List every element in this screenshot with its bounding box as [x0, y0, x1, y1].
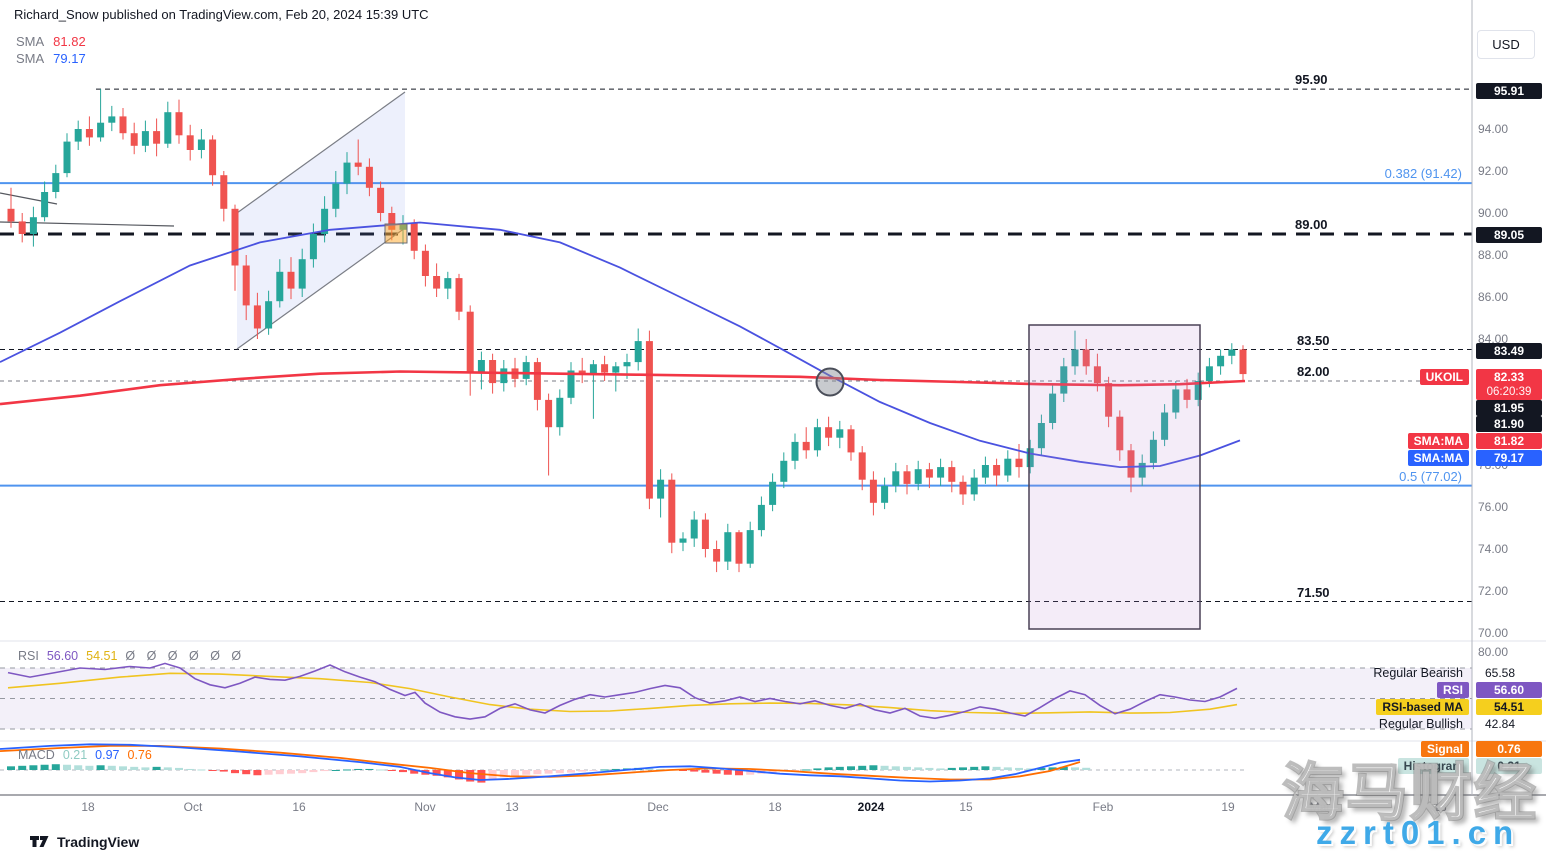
x-axis-label: Mar	[1309, 800, 1331, 814]
axis-badge-value: 0.76	[1476, 741, 1542, 757]
ma-cross-circle-marker	[815, 367, 845, 397]
level-label: 82.00	[1297, 364, 1330, 379]
sma-slow-label: SMA	[16, 51, 45, 66]
highlight-boxes	[384, 223, 1201, 630]
price-tick-label: 74.00	[1478, 542, 1509, 556]
watermark-url-text: zzrt01.cn	[1316, 814, 1521, 851]
purple-range-box	[1028, 324, 1201, 630]
price-tick-label: 84.00	[1478, 332, 1509, 346]
axis-row-label: Regular Bullish	[1378, 717, 1463, 731]
level-label: 71.50	[1297, 584, 1330, 600]
currency-button[interactable]: USD	[1477, 30, 1535, 59]
sma-slow-value: 79.17	[53, 51, 86, 66]
rsi-legend-value: 56.60	[46, 649, 79, 663]
level-label: 95.90	[1295, 72, 1328, 88]
sma-fast-value: 81.82	[53, 34, 86, 49]
rsi-ma-legend-value: 54.51	[86, 649, 118, 663]
macd-indicator-legend[interactable]: MACD 0.21 0.97 0.76	[18, 748, 152, 762]
x-axis-label: 18	[1433, 800, 1447, 814]
macd-panel	[0, 743, 1245, 783]
axis-badge-value: 81.82	[1476, 433, 1542, 449]
rsi-legend-label: RSI	[18, 649, 39, 663]
macd-signal-value: 0.76	[127, 748, 152, 762]
axis-badge-value: 83.49	[1476, 343, 1542, 359]
axis-row-label: Histogram	[1397, 758, 1469, 774]
price-tick-label: 70.00	[1478, 626, 1509, 640]
orange-consolidation-box	[384, 223, 408, 244]
axis-badge-value: 54.51	[1476, 699, 1542, 715]
x-axis-label: 16	[292, 800, 306, 814]
price-level-lines	[0, 88, 1472, 602]
x-axis-label: Feb	[1092, 800, 1114, 814]
price-tick-label: 86.00	[1478, 290, 1509, 304]
price-tick-label: 88.00	[1478, 248, 1509, 262]
rsi-indicator-legend[interactable]: RSI 56.60 54.51 Ø Ø Ø Ø Ø Ø	[18, 649, 245, 663]
axis-badge-value: 79.17	[1476, 450, 1542, 466]
price-tick-label: 92.00	[1478, 164, 1509, 178]
cross-marker	[815, 367, 845, 397]
axis-badge-subvalue: 06:20:39	[1486, 386, 1532, 398]
sma-slow-legend[interactable]: SMA 79.17	[16, 51, 86, 66]
fib-retracement-lines	[0, 182, 1472, 487]
x-axis-label: Nov	[414, 800, 436, 814]
watermark-cn-text: 海马财经	[1281, 758, 1539, 829]
axis-row-value: 42.84	[1485, 717, 1516, 731]
axis-badge-value: 0.21	[1476, 758, 1542, 774]
publish-caption: Richard_Snow published on TradingView.co…	[14, 7, 429, 22]
axis-badge-value: 81.90	[1476, 416, 1542, 432]
tradingview-brand-text: TradingView	[57, 833, 140, 850]
tradingview-logo-icon	[30, 836, 49, 847]
price-tick-label: 80.00	[1478, 645, 1509, 659]
level-label: 83.50	[1297, 332, 1330, 348]
price-tick-label: 76.00	[1478, 500, 1509, 514]
x-axis-label: 18	[81, 800, 95, 814]
axis-badge-value: 56.60	[1476, 682, 1542, 698]
price-tick-label: 72.00	[1478, 584, 1509, 598]
x-axis-label: 15	[959, 800, 973, 814]
x-axis-label: 13	[505, 800, 519, 814]
axis-row-label: Regular Bearish	[1373, 666, 1463, 680]
rsi-legend-empty-slots: Ø Ø Ø Ø Ø Ø	[125, 649, 246, 663]
x-axis-label: 19	[1221, 800, 1235, 814]
axis-row-label: UKOIL	[1419, 369, 1469, 385]
x-axis-label: 18	[768, 800, 782, 814]
rsi-panel	[0, 662, 1472, 730]
axis-row-label: SMA:MA	[1407, 433, 1469, 449]
price-tick-label: 94.00	[1478, 122, 1509, 136]
axis-row-label: RSI	[1436, 682, 1469, 698]
axis-badge-value: 89.05	[1476, 227, 1542, 243]
axis-row-label: Signal	[1420, 741, 1469, 757]
axis-row-label: RSI-based MA	[1376, 699, 1469, 715]
axis-row-value: 65.58	[1485, 666, 1516, 680]
sma-fast-label: SMA	[16, 34, 45, 49]
pane-separators	[0, 0, 1546, 796]
x-axis-label: Dec	[647, 800, 669, 814]
axis-badge-value: 82.33 06:20:39	[1476, 369, 1542, 400]
x-axis-label: Oct	[183, 800, 203, 814]
axis-badge-value: 95.91	[1476, 83, 1542, 99]
macd-line-value: 0.97	[95, 748, 120, 762]
tradingview-footer[interactable]: TradingView	[30, 832, 139, 851]
fib-level-label: 0.382 (91.42)	[1384, 166, 1462, 182]
axis-row-label: SMA:MA	[1407, 450, 1469, 466]
moving-averages	[0, 221, 1246, 469]
sma-fast-legend[interactable]: SMA 81.82	[16, 34, 86, 49]
price-tick-label: 90.00	[1478, 206, 1509, 220]
left-trendlines	[0, 192, 175, 227]
macd-hist-value: 0.21	[62, 748, 88, 762]
axis-badge-value: 81.95	[1476, 400, 1542, 416]
macd-legend-label: MACD	[18, 748, 55, 762]
trend-channel	[236, 91, 406, 350]
fib-level-label: 0.5 (77.02)	[1399, 468, 1462, 484]
x-axis-label: 2024	[857, 800, 885, 814]
level-label: 89.00	[1295, 217, 1328, 232]
